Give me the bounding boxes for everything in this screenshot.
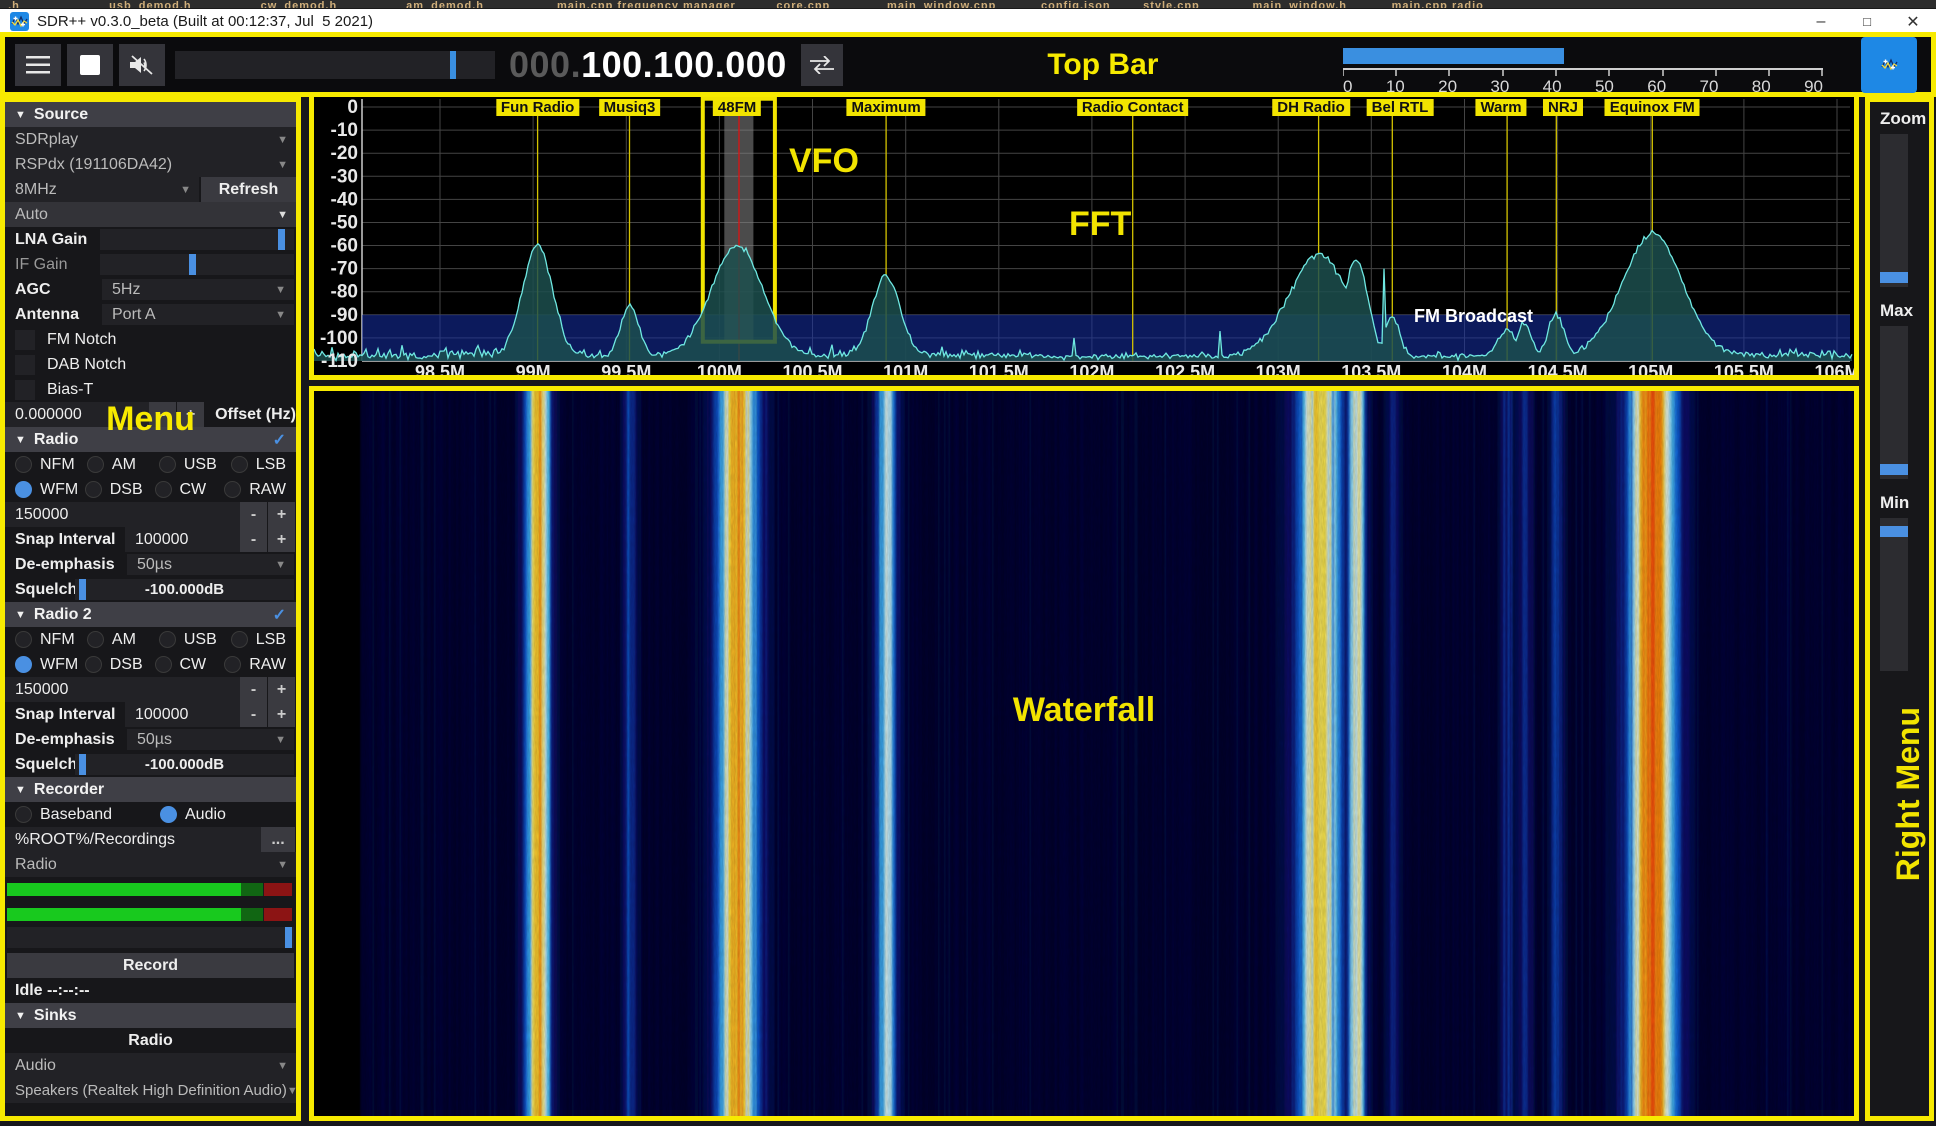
svg-text:-60: -60 bbox=[331, 236, 358, 257]
svg-text:-10: -10 bbox=[331, 120, 358, 141]
svg-text:103.5M: 103.5M bbox=[1341, 362, 1401, 375]
svg-text:0: 0 bbox=[347, 97, 358, 118]
svg-text:FM Broadcast: FM Broadcast bbox=[1414, 306, 1533, 326]
svg-text:99.5M: 99.5M bbox=[601, 362, 651, 375]
svg-text:104.5M: 104.5M bbox=[1528, 362, 1588, 375]
svg-text:-100: -100 bbox=[320, 328, 358, 349]
svg-text:105.5M: 105.5M bbox=[1714, 362, 1774, 375]
svg-text:102M: 102M bbox=[1069, 362, 1114, 375]
svg-text:100.5M: 100.5M bbox=[782, 362, 842, 375]
svg-text:104M: 104M bbox=[1442, 362, 1487, 375]
svg-text:-30: -30 bbox=[331, 166, 358, 187]
svg-text:100M: 100M bbox=[697, 362, 742, 375]
svg-text:98.5M: 98.5M bbox=[415, 362, 465, 375]
svg-text:-20: -20 bbox=[331, 143, 358, 164]
svg-text:-40: -40 bbox=[331, 189, 358, 210]
svg-text:105M: 105M bbox=[1628, 362, 1673, 375]
svg-text:-80: -80 bbox=[331, 282, 358, 303]
svg-text:101M: 101M bbox=[883, 362, 928, 375]
svg-text:103M: 103M bbox=[1256, 362, 1301, 375]
svg-text:99M: 99M bbox=[516, 362, 551, 375]
svg-text:-90: -90 bbox=[331, 305, 358, 326]
svg-text:-50: -50 bbox=[331, 213, 358, 234]
svg-text:102.5M: 102.5M bbox=[1155, 362, 1215, 375]
svg-text:-70: -70 bbox=[331, 259, 358, 280]
svg-text:-110: -110 bbox=[321, 351, 358, 372]
svg-text:101.5M: 101.5M bbox=[969, 362, 1029, 375]
svg-text:106M: 106M bbox=[1814, 362, 1854, 375]
